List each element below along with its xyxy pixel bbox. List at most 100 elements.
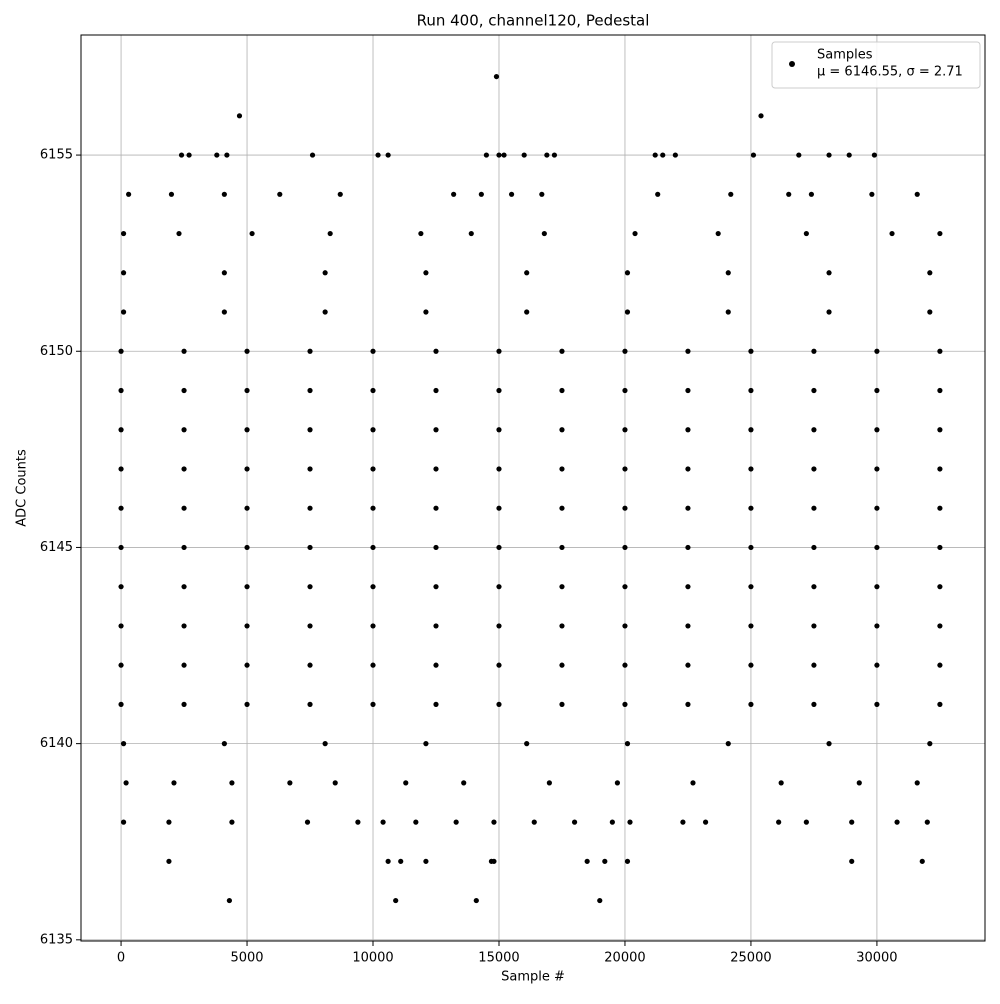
point <box>370 544 376 551</box>
point <box>559 387 565 394</box>
point <box>874 387 880 394</box>
point <box>937 701 943 707</box>
point <box>118 427 124 433</box>
point <box>370 584 376 590</box>
point <box>622 701 628 707</box>
point <box>874 505 880 511</box>
point <box>181 427 187 433</box>
point <box>622 387 628 394</box>
point <box>186 152 192 158</box>
point <box>748 505 754 511</box>
point <box>496 584 502 590</box>
point <box>423 741 429 747</box>
point <box>748 387 754 394</box>
point <box>889 230 895 237</box>
point <box>811 505 817 511</box>
point <box>224 152 230 158</box>
point <box>559 584 565 590</box>
point <box>919 858 925 864</box>
x-tick-label: 0 <box>117 951 125 966</box>
point <box>622 466 628 472</box>
point <box>385 152 391 158</box>
point <box>181 466 187 472</box>
point <box>559 348 565 354</box>
point <box>120 230 127 237</box>
point <box>433 623 439 629</box>
point <box>496 701 502 707</box>
grid: 0 5000 10000 15000 20000 25000 30000 6135 6140 61… <box>40 35 985 966</box>
y-tick-label: 6140 <box>40 736 73 751</box>
point <box>413 819 419 825</box>
point <box>307 623 313 629</box>
point <box>337 191 343 197</box>
point <box>927 309 933 315</box>
point <box>685 544 691 551</box>
point <box>748 427 754 433</box>
point <box>715 230 721 237</box>
point <box>433 544 439 551</box>
point <box>322 309 328 315</box>
point <box>672 152 678 158</box>
point <box>418 230 424 237</box>
point <box>468 230 474 237</box>
legend-label: Samples <box>817 48 873 63</box>
point <box>244 427 250 433</box>
point <box>496 152 502 158</box>
point <box>483 152 489 158</box>
point <box>229 819 235 825</box>
point <box>624 309 631 315</box>
point <box>236 113 243 119</box>
point <box>725 309 731 315</box>
x-tick-label: 5000 <box>230 951 263 966</box>
point <box>748 662 754 668</box>
point <box>453 819 459 825</box>
point <box>937 466 943 472</box>
point <box>120 270 127 276</box>
point <box>322 741 328 747</box>
point <box>370 701 376 707</box>
point <box>370 348 376 354</box>
point <box>166 819 172 825</box>
point <box>370 387 376 394</box>
y-axis-label: ADC Counts <box>15 449 30 527</box>
point <box>748 584 754 590</box>
legend-annotation: μ = 6146.55, σ = 2.71 <box>817 65 963 80</box>
point <box>680 819 686 825</box>
point <box>685 662 691 668</box>
point <box>491 819 497 825</box>
point <box>559 701 565 707</box>
point <box>493 73 500 80</box>
point <box>559 623 565 629</box>
x-tick-label: 20000 <box>604 951 645 966</box>
point <box>524 309 530 315</box>
point <box>229 780 235 786</box>
point <box>118 505 124 511</box>
point <box>496 623 502 629</box>
point <box>496 544 502 551</box>
point <box>496 466 502 472</box>
point <box>478 191 484 197</box>
point <box>685 466 691 472</box>
point <box>622 427 628 433</box>
point <box>624 858 631 864</box>
legend-box <box>771 41 981 89</box>
point <box>307 662 313 668</box>
point <box>826 741 832 747</box>
point <box>118 662 124 668</box>
point <box>937 505 943 511</box>
point <box>307 427 313 433</box>
point <box>776 819 782 825</box>
point <box>924 819 930 825</box>
point <box>393 897 399 904</box>
point <box>927 270 933 276</box>
point <box>221 270 227 276</box>
point <box>531 819 537 825</box>
point <box>660 152 666 158</box>
point <box>803 230 809 237</box>
point <box>609 819 615 825</box>
point <box>120 309 127 315</box>
point <box>597 897 603 904</box>
point <box>181 662 187 668</box>
point <box>524 270 530 276</box>
